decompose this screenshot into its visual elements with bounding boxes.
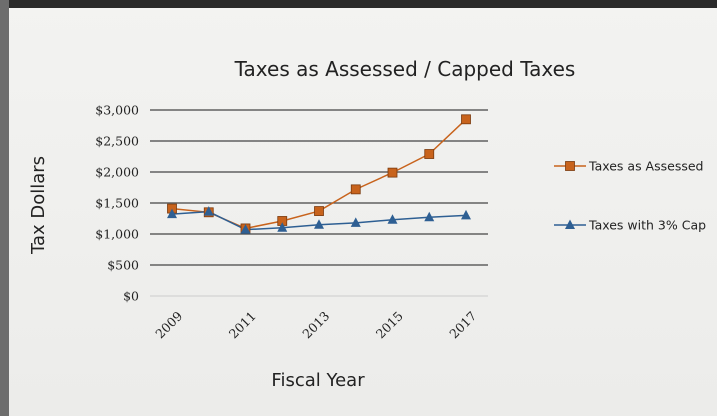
x-tick-label: 2009	[152, 308, 185, 341]
triangle-marker	[461, 209, 471, 220]
x-tick-label: 2017	[446, 308, 479, 341]
y-axis-label: Tax Dollars	[28, 156, 49, 255]
x-tick-label: 2015	[373, 308, 406, 341]
square-marker	[350, 184, 361, 195]
y-tick-label: $3,000	[95, 103, 139, 118]
y-tick-label: $0	[123, 289, 139, 304]
triangle-marker	[350, 217, 361, 227]
data-markers	[167, 114, 471, 234]
triangle-marker	[203, 206, 214, 216]
x-axis-label: Fiscal Year	[271, 370, 365, 391]
triangle-marker	[387, 214, 398, 224]
x-tick-label: 2013	[299, 308, 332, 341]
triangle-marker	[314, 219, 324, 229]
triangle-marker	[424, 211, 435, 222]
chart-title: Taxes as Assessed / Capped Taxes	[234, 57, 576, 81]
legend-marker	[565, 161, 575, 171]
gridlines	[150, 109, 488, 297]
square-marker	[387, 167, 398, 178]
legend-label: Taxes as Assessed	[588, 159, 703, 174]
photo-frame-top-edge	[0, 0, 717, 8]
photo-frame-left-edge	[0, 0, 9, 416]
x-axis-tick-labels: 2009 2011 2013 2015 2017	[152, 308, 479, 341]
triangle-marker	[277, 222, 288, 232]
x-tick-label: 2011	[226, 308, 259, 341]
triangle-marker	[240, 224, 251, 234]
y-tick-label: $2,500	[95, 134, 139, 149]
legend: Taxes as Assessed Taxes with 3% Cap	[554, 159, 706, 233]
legend-marker	[565, 219, 575, 229]
y-tick-label: $1,000	[95, 227, 139, 242]
triangle-marker	[167, 208, 177, 219]
square-marker	[424, 149, 435, 159]
y-tick-label: $2,000	[95, 165, 139, 180]
legend-label: Taxes with 3% Cap	[588, 218, 706, 233]
y-axis-tick-labels: $0 $500 $1,000 $1,500 $2,000 $2,500 $3,000	[95, 103, 139, 304]
y-tick-label: $1,500	[95, 196, 139, 211]
square-marker	[314, 206, 324, 216]
y-tick-label: $500	[107, 258, 139, 273]
square-marker	[461, 114, 471, 125]
